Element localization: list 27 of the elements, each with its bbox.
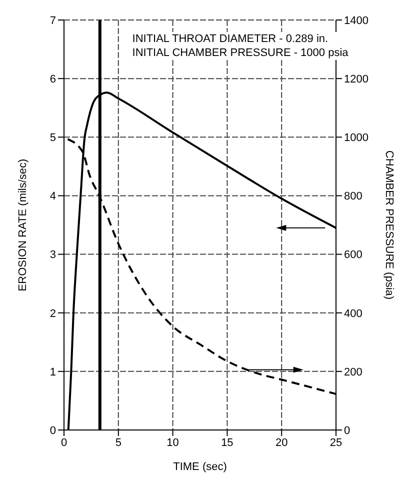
y-tick-label: 5 <box>50 132 56 144</box>
y-tick-label: 1 <box>50 366 56 378</box>
x-tick-label: 5 <box>115 436 122 449</box>
y2-tick-label: 600 <box>344 249 362 262</box>
x-tick-label: 20 <box>275 436 288 449</box>
y2-tick-label: 0 <box>344 424 350 437</box>
y2-axis-title: CHAMBER PRESSURE (psia) <box>383 150 396 300</box>
y2-tick-label: 800 <box>344 190 362 203</box>
x-tick-label: 10 <box>166 436 179 449</box>
y-tick-label: 0 <box>50 424 56 437</box>
y2-tick-label: 1200 <box>344 73 368 86</box>
x-tick-label: 0 <box>60 436 68 449</box>
y-tick-label: 2 <box>50 308 56 320</box>
y2-tick-label: 1000 <box>344 132 368 144</box>
y-axis-title: EROSION RATE (mils/sec) <box>16 158 29 292</box>
x-tick-label: 15 <box>221 436 234 449</box>
annotation: INITIAL CHAMBER PRESSURE - 1000 psia <box>132 46 348 60</box>
y2-tick-label: 1400 <box>344 14 368 27</box>
annotation: INITIAL THROAT DIAMETER - 0.289 in. <box>132 32 330 46</box>
y-tick-label: 7 <box>50 14 56 27</box>
y-tick-label: 6 <box>50 73 56 86</box>
x-tick-label: 25 <box>330 436 342 449</box>
y-tick-label: 3 <box>50 249 56 262</box>
y-tick-label: 4 <box>50 190 56 203</box>
y2-tick-label: 200 <box>344 366 362 378</box>
x-axis-title: TIME (sec) <box>173 461 227 473</box>
y2-tick-label: 400 <box>344 308 362 320</box>
